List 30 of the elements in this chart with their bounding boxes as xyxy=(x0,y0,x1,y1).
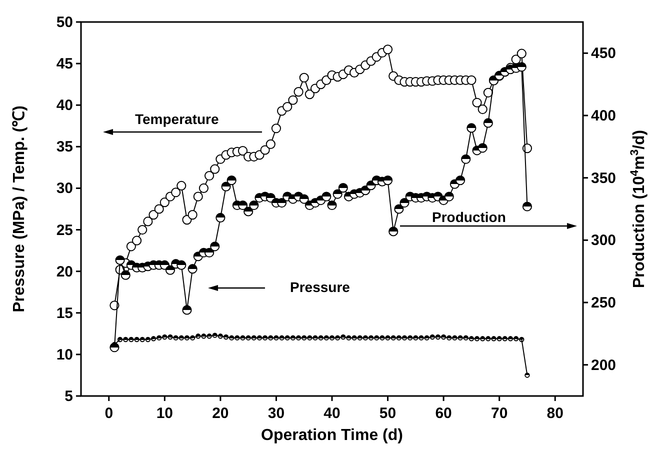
y-axis-title: Pressure (MPa) / Temp. (℃) xyxy=(11,106,28,312)
y-tick-label: 50 xyxy=(56,14,73,31)
annotation: Temperature xyxy=(135,111,219,127)
y-tick-label: 10 xyxy=(56,346,73,364)
x-tick-label: 70 xyxy=(490,405,508,422)
y2-tick-label: 400 xyxy=(591,108,616,124)
annotation: Pressure xyxy=(290,279,350,295)
y2-tick-label: 250 xyxy=(591,294,616,312)
y2-tick-label: 300 xyxy=(591,232,616,250)
y2-tick-label: 350 xyxy=(591,170,616,187)
x-tick-label: 60 xyxy=(435,405,452,422)
annotation: Production xyxy=(432,209,506,225)
y-tick-label: 30 xyxy=(56,180,73,198)
x-tick-label: 20 xyxy=(212,405,229,422)
y2-tick-label: 200 xyxy=(591,356,616,374)
y-tick-label: 15 xyxy=(56,304,73,322)
y2-tick-label: 450 xyxy=(591,45,616,62)
x-axis-title: Operation Time (d) xyxy=(261,427,403,444)
y-tick-label: 45 xyxy=(56,56,73,73)
x-tick-label: 30 xyxy=(268,405,285,422)
y-tick-label: 25 xyxy=(56,222,73,239)
x-tick-label: 50 xyxy=(379,405,396,422)
y-tick-label: 20 xyxy=(56,263,73,280)
x-tick-label: 40 xyxy=(324,405,340,422)
y-tick-label: 5 xyxy=(64,388,73,405)
x-tick-label: 0 xyxy=(104,405,114,422)
y-tick-label: 35 xyxy=(56,138,73,156)
y-tick-label: 40 xyxy=(56,97,73,114)
x-tick-label: 10 xyxy=(156,405,174,422)
x-tick-label: 80 xyxy=(546,405,564,422)
